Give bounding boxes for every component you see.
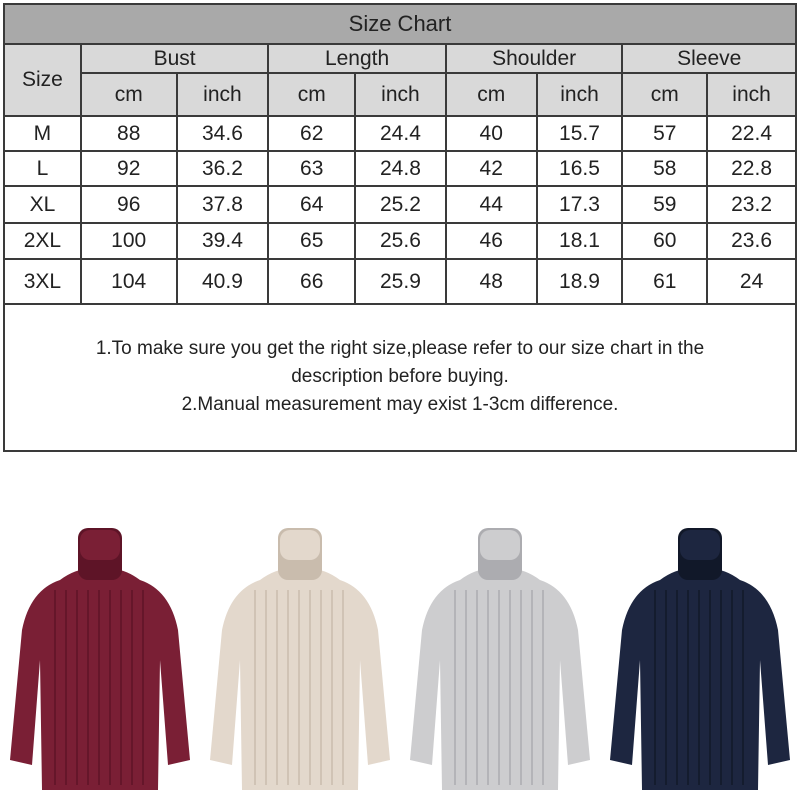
- value-cell: 100: [79, 222, 178, 260]
- value-cell: 25.2: [354, 185, 447, 224]
- unit-header: inch: [535, 72, 624, 117]
- table-row: L 92 36.2 63 24.8 42 16.5 58 22.8: [3, 150, 797, 187]
- value-cell: 23.2: [706, 185, 797, 224]
- group-header: Shoulder: [444, 43, 624, 74]
- note-line: 2.Manual measurement may exist 1-3cm dif…: [181, 393, 619, 415]
- value-cell: 25.9: [354, 258, 447, 305]
- value-cell: 48: [444, 258, 538, 305]
- size-cell: L: [3, 150, 82, 187]
- value-cell: 37.8: [175, 185, 270, 224]
- size-chart-table: Size Chart Size Bust Length Shoulder Sle…: [3, 3, 797, 305]
- value-cell: 23.6: [706, 222, 797, 260]
- value-cell: 92: [79, 150, 178, 187]
- value-cell: 24: [706, 258, 797, 305]
- value-cell: 58: [621, 150, 709, 187]
- value-cell: 24.4: [354, 115, 447, 152]
- value-cell: 34.6: [175, 115, 270, 152]
- value-cell: 60: [621, 222, 709, 260]
- size-header: Size: [3, 43, 82, 117]
- value-cell: 24.8: [354, 150, 447, 187]
- value-cell: 22.4: [706, 115, 797, 152]
- value-cell: 16.5: [535, 150, 624, 187]
- value-cell: 63: [267, 150, 357, 187]
- value-cell: 25.6: [354, 222, 447, 260]
- value-cell: 46: [444, 222, 538, 260]
- unit-header: cm: [444, 72, 538, 117]
- table-row: 2XL 100 39.4 65 25.6 46 18.1 60 23.6: [3, 222, 797, 260]
- value-cell: 44: [444, 185, 538, 224]
- sweater-image: [210, 528, 390, 790]
- value-cell: 61: [621, 258, 709, 305]
- value-cell: 42: [444, 150, 538, 187]
- value-cell: 40.9: [175, 258, 270, 305]
- table-row: 3XL 104 40.9 66 25.9 48 18.9 61 24: [3, 258, 797, 305]
- sweater-image: [10, 528, 190, 790]
- value-cell: 17.3: [535, 185, 624, 224]
- value-cell: 104: [79, 258, 178, 305]
- unit-header: inch: [354, 72, 447, 117]
- unit-header: cm: [79, 72, 178, 117]
- value-cell: 66: [267, 258, 357, 305]
- sweater-image: [610, 528, 790, 790]
- size-cell: XL: [3, 185, 82, 224]
- value-cell: 57: [621, 115, 709, 152]
- sweater-image: [410, 528, 590, 790]
- value-cell: 64: [267, 185, 357, 224]
- table-row: XL 96 37.8 64 25.2 44 17.3 59 23.2: [3, 185, 797, 224]
- chart-title: Size Chart: [3, 3, 797, 45]
- value-cell: 96: [79, 185, 178, 224]
- group-header: Length: [267, 43, 447, 74]
- unit-header: inch: [706, 72, 797, 117]
- size-cell: 2XL: [3, 222, 82, 260]
- size-cell: M: [3, 115, 82, 152]
- value-cell: 18.1: [535, 222, 624, 260]
- value-cell: 36.2: [175, 150, 270, 187]
- note-line: 1.To make sure you get the right size,pl…: [95, 337, 705, 359]
- value-cell: 18.9: [535, 258, 624, 305]
- group-header: Bust: [79, 43, 270, 74]
- value-cell: 88: [79, 115, 178, 152]
- unit-header: inch: [175, 72, 270, 117]
- value-cell: 39.4: [175, 222, 270, 260]
- table-row: M 88 34.6 62 24.4 40 15.7 57 22.4: [3, 115, 797, 152]
- product-images: [10, 528, 790, 790]
- size-cell: 3XL: [3, 258, 82, 305]
- value-cell: 15.7: [535, 115, 624, 152]
- notes: 1.To make sure you get the right size,pl…: [3, 303, 797, 452]
- unit-header: cm: [621, 72, 709, 117]
- value-cell: 65: [267, 222, 357, 260]
- unit-header: cm: [267, 72, 357, 117]
- group-header: Sleeve: [621, 43, 797, 74]
- value-cell: 22.8: [706, 150, 797, 187]
- value-cell: 59: [621, 185, 709, 224]
- value-cell: 40: [444, 115, 538, 152]
- note-line: description before buying.: [291, 365, 509, 387]
- value-cell: 62: [267, 115, 357, 152]
